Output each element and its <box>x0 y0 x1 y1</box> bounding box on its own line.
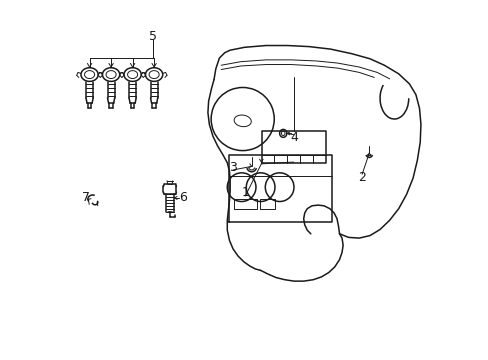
Text: 1: 1 <box>241 186 249 199</box>
Text: 5: 5 <box>149 30 157 43</box>
Text: 4: 4 <box>289 131 297 144</box>
Text: 7: 7 <box>82 191 90 204</box>
Text: 2: 2 <box>357 171 366 184</box>
Text: 6: 6 <box>179 192 186 204</box>
Text: 3: 3 <box>228 161 237 174</box>
